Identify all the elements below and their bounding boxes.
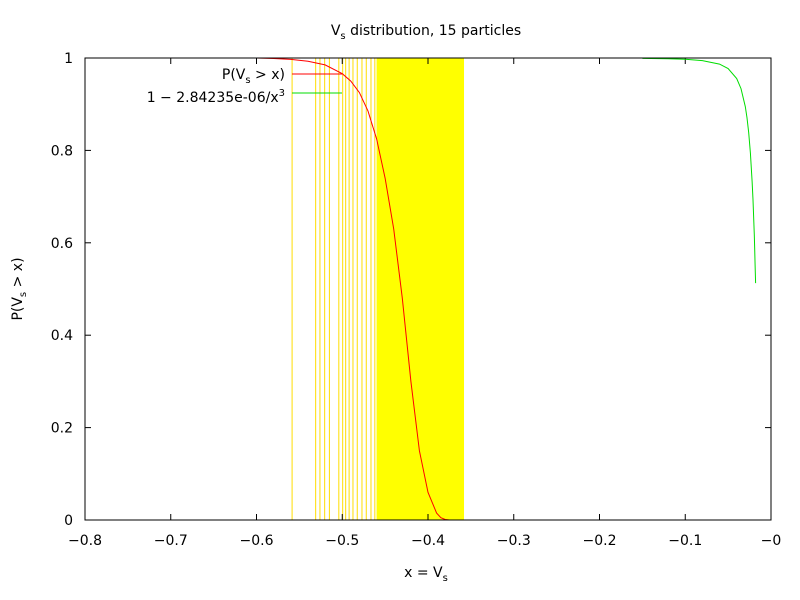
series-line-fit [642,57,757,284]
y-tick-label: 0.2 [51,421,73,437]
series-line-survival [256,57,450,521]
y-tick-labels: 0 0.2 0.4 0.6 0.8 1 [51,51,73,529]
x-tick-label: −0.1 [668,533,702,549]
y-tick-label: 1 [64,51,73,67]
series-layer [256,57,757,521]
legend-label-fit: 1 − 2.84235e-06/x3 [147,88,285,106]
y-tick-label: 0.8 [51,143,73,159]
x-tick-label: −0.5 [325,533,359,549]
chart-title: Vs distribution, 15 particles [331,23,521,42]
y-axis-label: P(Vs > x) [10,257,29,320]
x-tick-label: −0.6 [240,533,274,549]
legend: P(Vs > x) 1 − 2.84235e-06/x3 [147,67,342,106]
x-tick-label: −0 [761,533,782,549]
sample-dense-band [376,58,465,520]
x-tick-label: −0.3 [497,533,531,549]
legend-label-survival: P(Vs > x) [222,67,285,86]
y-tick-label: 0.6 [51,236,73,252]
samples-layer [291,58,465,520]
x-tick-label: −0.2 [583,533,617,549]
x-tick-label: −0.4 [411,533,445,549]
y-tick-label: 0.4 [51,328,73,344]
y-tick-label: 0 [64,513,73,529]
plot-frame [84,57,772,521]
x-tick-labels: −0.8 −0.7 −0.6 −0.5 −0.4 −0.3 −0.2 −0.1 −0 [68,533,781,549]
x-tick-label: −0.8 [68,533,102,549]
x-axis-label: x = Vs [404,565,448,584]
x-tick-label: −0.7 [154,533,188,549]
